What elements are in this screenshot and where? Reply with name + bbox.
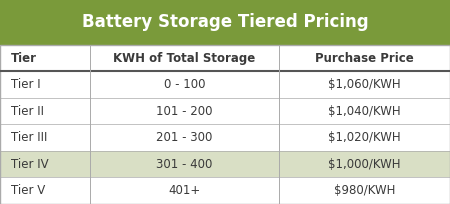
Text: $1,020/KWH: $1,020/KWH — [328, 131, 401, 144]
Text: Battery Storage Tiered Pricing: Battery Storage Tiered Pricing — [82, 13, 368, 31]
Text: Tier: Tier — [11, 52, 37, 65]
FancyBboxPatch shape — [0, 124, 450, 151]
Text: Tier II: Tier II — [11, 105, 44, 118]
Text: 0 - 100: 0 - 100 — [164, 78, 205, 91]
Text: $1,000/KWH: $1,000/KWH — [328, 158, 401, 171]
Text: KWH of Total Storage: KWH of Total Storage — [113, 52, 256, 65]
Text: Purchase Price: Purchase Price — [315, 52, 414, 65]
Text: 401+: 401+ — [168, 184, 201, 197]
FancyBboxPatch shape — [0, 151, 450, 177]
Text: $980/KWH: $980/KWH — [334, 184, 395, 197]
Text: Tier I: Tier I — [11, 78, 41, 91]
Text: 301 - 400: 301 - 400 — [156, 158, 213, 171]
Text: 201 - 300: 201 - 300 — [156, 131, 213, 144]
FancyBboxPatch shape — [0, 98, 450, 124]
Text: $1,040/KWH: $1,040/KWH — [328, 105, 401, 118]
FancyBboxPatch shape — [0, 71, 450, 98]
Text: $1,060/KWH: $1,060/KWH — [328, 78, 401, 91]
Text: 101 - 200: 101 - 200 — [156, 105, 213, 118]
FancyBboxPatch shape — [0, 0, 450, 45]
FancyBboxPatch shape — [0, 177, 450, 204]
Text: Tier V: Tier V — [11, 184, 45, 197]
Text: Tier IV: Tier IV — [11, 158, 49, 171]
FancyBboxPatch shape — [0, 45, 450, 71]
Text: Tier III: Tier III — [11, 131, 48, 144]
